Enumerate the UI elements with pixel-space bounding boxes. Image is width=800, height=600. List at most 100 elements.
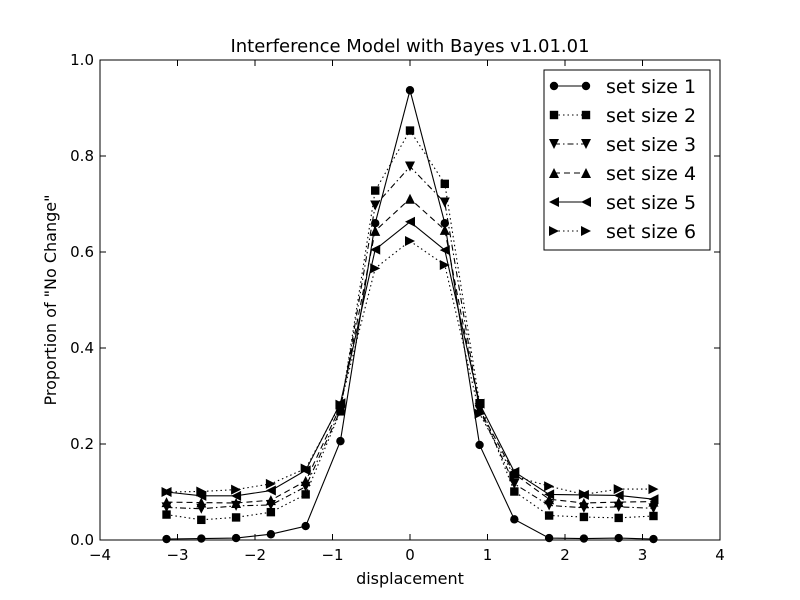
data-point [614, 513, 623, 523]
data-point [196, 497, 207, 508]
legend-label: set size 6 [606, 221, 696, 243]
data-point [614, 533, 623, 543]
x-tick-label: 2 [560, 546, 570, 564]
y-tick-label: 1.0 [70, 51, 94, 69]
legend-marker [549, 110, 559, 120]
data-point [439, 197, 450, 208]
data-point [196, 490, 207, 501]
legend-item: set size 5 [549, 192, 696, 214]
x-tick-label: −4 [89, 546, 111, 564]
data-point [405, 86, 415, 95]
data-point [648, 494, 659, 505]
legend-marker [581, 197, 591, 207]
data-point [405, 126, 415, 135]
data-point [370, 200, 381, 211]
data-point [613, 490, 624, 501]
data-point [544, 533, 554, 543]
x-tick-label: 3 [638, 546, 648, 564]
y-tick-label: 0.0 [70, 531, 94, 549]
data-point [509, 478, 520, 489]
legend-label: set size 1 [606, 76, 696, 98]
legend-item: set size 3 [549, 134, 696, 156]
data-point [265, 495, 276, 506]
legend-marker [549, 168, 559, 178]
data-point [231, 498, 242, 509]
data-point [649, 511, 658, 521]
data-point [439, 224, 450, 235]
legend-marker [549, 139, 559, 149]
data-point [578, 498, 589, 509]
legend-marker [549, 197, 559, 207]
legend-marker [549, 226, 559, 236]
data-point [196, 486, 207, 497]
data-point [544, 489, 555, 500]
data-point [162, 534, 171, 544]
data-point [265, 478, 276, 489]
data-point [440, 179, 449, 189]
data-point [439, 259, 450, 270]
data-point [266, 530, 276, 539]
y-axis-label: Proportion of "No Change" [41, 195, 60, 406]
y-tick-label: 0.6 [70, 243, 94, 261]
legend-box [543, 69, 711, 251]
legend-item: set size 6 [549, 221, 696, 243]
data-point [197, 515, 206, 525]
data-point [474, 398, 485, 409]
data-point [578, 489, 589, 500]
data-point [579, 534, 589, 543]
plot-frame [99, 59, 721, 541]
data-point [613, 497, 624, 508]
legend: set size 1 set size 2 set size 3 set size 4… [543, 69, 711, 251]
data-point [197, 534, 206, 543]
data-point [405, 193, 415, 204]
legend-item: set size 1 [549, 76, 696, 98]
data-point [370, 244, 381, 255]
data-point [475, 440, 484, 450]
data-point [231, 513, 241, 522]
data-point [509, 471, 520, 482]
y-tick-label: 0.4 [70, 339, 94, 357]
x-tick-label: −3 [166, 546, 188, 564]
x-tick-label: 1 [483, 546, 493, 564]
series-6 [161, 235, 659, 500]
legend-marker [581, 139, 591, 149]
series-layer [161, 86, 659, 544]
legend-label: set size 5 [606, 192, 696, 214]
data-point [301, 490, 310, 499]
x-tick-label: −2 [244, 546, 266, 564]
data-point [370, 263, 381, 274]
legend-item: set size 2 [549, 105, 696, 127]
legend-label: set size 2 [606, 105, 696, 127]
chart-title: Interference Model with Bayes v1.01.01 [230, 36, 589, 57]
x-tick-label: 4 [715, 546, 725, 564]
data-point [161, 487, 172, 497]
x-tick-label: −1 [321, 546, 343, 564]
legend-label: set size 4 [606, 163, 696, 185]
data-point [300, 463, 311, 474]
legend-marker [581, 226, 591, 236]
legend-marker [581, 168, 591, 178]
data-point [510, 515, 519, 524]
data-point [613, 484, 624, 495]
data-point [161, 497, 172, 508]
data-point [405, 161, 415, 172]
series-line [166, 221, 654, 500]
data-point [231, 484, 242, 495]
data-point [474, 408, 485, 419]
data-point [231, 490, 242, 501]
legend-marker [549, 81, 559, 91]
data-point [649, 534, 658, 544]
legend-item: set size 4 [549, 163, 696, 185]
data-point [231, 533, 241, 543]
data-point [370, 225, 381, 236]
y-tick-label: 0.8 [70, 147, 94, 165]
data-point [579, 512, 589, 522]
data-point [300, 475, 311, 486]
data-point [405, 235, 415, 246]
tick-layer: −4 −3 −2 −1 0 1 2 3 4 0.0 0.2 0.4 0.6 0.8 1.0 [70, 51, 725, 564]
data-point [648, 484, 659, 495]
data-point [440, 219, 449, 228]
data-point [544, 481, 555, 492]
data-point [439, 245, 450, 256]
